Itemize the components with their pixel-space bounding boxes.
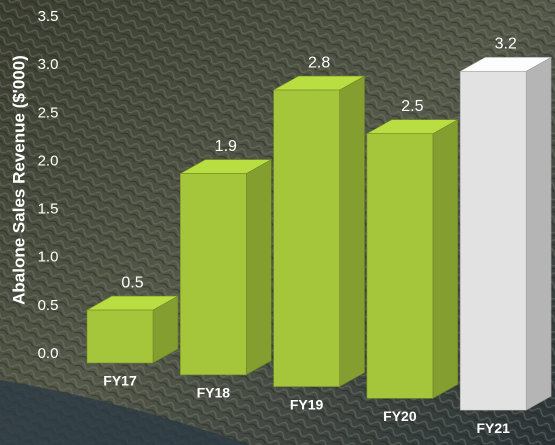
bar bbox=[86, 309, 154, 364]
value-label: 1.9 bbox=[215, 138, 237, 155]
y-tick-label: 3.5 bbox=[38, 8, 59, 25]
bar-side bbox=[246, 159, 272, 376]
value-label: 3.2 bbox=[495, 35, 517, 52]
bar bbox=[366, 133, 434, 399]
bar-side bbox=[525, 56, 552, 411]
y-axis-label: Abalone Sales Revenue ($'000) bbox=[9, 55, 28, 305]
background-water bbox=[0, 380, 250, 445]
bar-side bbox=[432, 119, 459, 399]
bar-side bbox=[339, 75, 365, 388]
x-tick-label: FY18 bbox=[197, 385, 231, 401]
y-tick-label: 1.5 bbox=[38, 201, 59, 218]
y-tick-label: 0.0 bbox=[38, 345, 59, 362]
bar bbox=[459, 70, 527, 411]
y-tick-label: 1.0 bbox=[38, 249, 59, 266]
y-tick-label: 0.5 bbox=[38, 297, 59, 314]
y-tick-label: 2.0 bbox=[38, 152, 59, 169]
x-tick-label: FY20 bbox=[383, 408, 417, 424]
y-tick-label: 2.5 bbox=[38, 104, 59, 121]
value-label: 2.5 bbox=[401, 98, 423, 115]
bar bbox=[273, 89, 340, 387]
x-tick-label: FY21 bbox=[476, 420, 510, 436]
value-label: 2.8 bbox=[308, 54, 330, 71]
y-tick-label: 3.0 bbox=[38, 56, 59, 73]
x-tick-label: FY19 bbox=[290, 396, 324, 412]
x-tick-label: FY17 bbox=[103, 373, 137, 389]
bar bbox=[180, 173, 247, 376]
value-label: 0.5 bbox=[121, 274, 143, 291]
